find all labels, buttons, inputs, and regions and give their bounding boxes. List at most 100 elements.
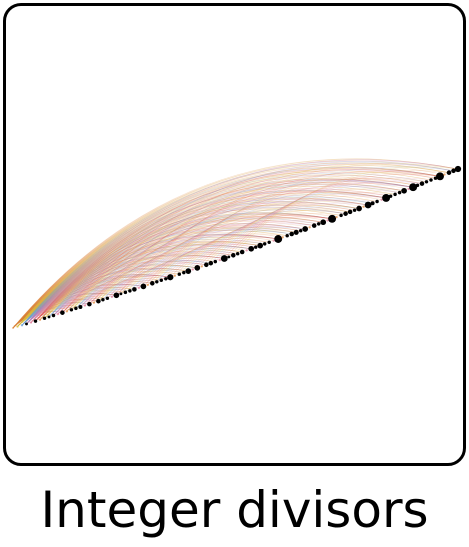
divisor-arc — [35, 274, 171, 322]
integer-node — [29, 321, 33, 324]
divisor-arc — [161, 223, 315, 281]
divisor-arc — [57, 279, 157, 315]
divisor-arc — [201, 192, 396, 267]
integer-node — [56, 312, 60, 316]
divisor-arc — [57, 204, 355, 315]
divisor-arc — [17, 189, 387, 327]
divisor-arc — [165, 220, 324, 280]
divisor-arc — [12, 210, 337, 329]
divisor-arc — [17, 208, 342, 327]
divisor-arc — [53, 160, 459, 316]
divisor-arc — [125, 250, 243, 293]
divisor-arc — [17, 216, 324, 327]
integer-node — [257, 242, 264, 249]
divisor-arc — [21, 212, 333, 326]
divisor-arc — [143, 183, 414, 287]
integer-node — [231, 253, 236, 258]
integer-node — [16, 325, 19, 328]
divisor-arc — [80, 228, 297, 308]
divisor-arc — [35, 213, 333, 322]
divisor-arc — [12, 245, 247, 329]
divisor-arc — [17, 274, 171, 327]
divisor-arc — [233, 166, 459, 256]
divisor-arc — [12, 235, 274, 329]
divisor-arc — [215, 181, 423, 262]
divisor-arc — [12, 257, 216, 329]
divisor-arc — [21, 184, 400, 326]
divisor-arc — [21, 306, 76, 326]
integer-node — [281, 236, 284, 239]
divisor-arc — [210, 184, 414, 264]
divisor-arc — [12, 297, 103, 329]
divisor-arc — [98, 236, 279, 302]
divisor-arc — [17, 313, 54, 327]
divisor-arc — [71, 217, 324, 311]
divisor-arc — [17, 308, 72, 327]
divisor-arc — [39, 297, 103, 320]
divisor-arc — [30, 284, 144, 323]
divisor-arc — [12, 264, 198, 329]
divisor-arc — [183, 206, 360, 273]
divisor-arc — [30, 198, 369, 323]
divisor-arc — [21, 254, 225, 326]
integer-node — [140, 283, 147, 290]
divisor-arc — [12, 230, 288, 329]
divisor-arc — [17, 277, 162, 327]
divisor-arc — [12, 318, 41, 329]
divisor-arc — [93, 207, 351, 303]
divisor-arc — [12, 310, 63, 329]
divisor-arc — [17, 261, 207, 327]
integer-node — [12, 327, 14, 329]
divisor-arc — [17, 271, 180, 327]
divisor-arc — [228, 170, 450, 258]
divisor-arc — [30, 216, 324, 323]
divisor-arc — [35, 302, 90, 322]
divisor-arc — [12, 259, 211, 329]
divisor-arc — [21, 161, 454, 326]
divisor-arc — [57, 162, 454, 315]
divisor-arc — [44, 183, 405, 319]
divisor-arc — [12, 212, 333, 329]
divisor-arc — [71, 287, 135, 311]
integer-node — [424, 180, 429, 184]
divisor-arc — [44, 293, 117, 319]
integer-node — [74, 306, 78, 311]
divisor-arc — [53, 217, 324, 316]
divisor-arc — [30, 299, 99, 323]
divisor-arc — [17, 178, 414, 327]
diagram-tile[interactable] — [3, 3, 466, 466]
divisor-arc — [12, 289, 126, 329]
divisor-arc — [12, 244, 252, 329]
divisor-arc — [116, 215, 333, 296]
divisor-arc — [12, 226, 297, 329]
divisor-arc — [30, 207, 346, 323]
divisor-arc — [12, 204, 351, 329]
divisor-arc — [12, 283, 144, 329]
divisor-arc — [12, 322, 27, 329]
divisor-arc — [12, 187, 391, 329]
integer-node — [407, 187, 410, 191]
divisor-arc — [17, 170, 432, 327]
divisor-arc — [35, 293, 117, 322]
divisor-arc — [53, 252, 234, 316]
divisor-arc — [30, 225, 301, 323]
divisor-arc — [26, 268, 189, 325]
divisor-arc — [12, 191, 382, 329]
divisor-arc — [26, 274, 171, 325]
divisor-arc — [26, 261, 207, 325]
integer-node — [110, 295, 114, 298]
divisor-arc — [44, 255, 225, 319]
divisor-arc — [17, 247, 243, 327]
divisor-arc — [17, 204, 351, 327]
divisor-arc — [152, 230, 297, 284]
integer-node — [164, 277, 168, 281]
divisor-arc — [12, 282, 148, 329]
divisor-arc — [12, 166, 441, 329]
divisor-arc — [53, 284, 144, 316]
divisor-arc — [17, 254, 225, 327]
divisor-arc — [12, 267, 189, 329]
divisor-arc — [39, 204, 355, 320]
divisor-arc — [12, 313, 54, 329]
integer-node — [380, 198, 383, 201]
divisor-arc — [12, 252, 229, 329]
